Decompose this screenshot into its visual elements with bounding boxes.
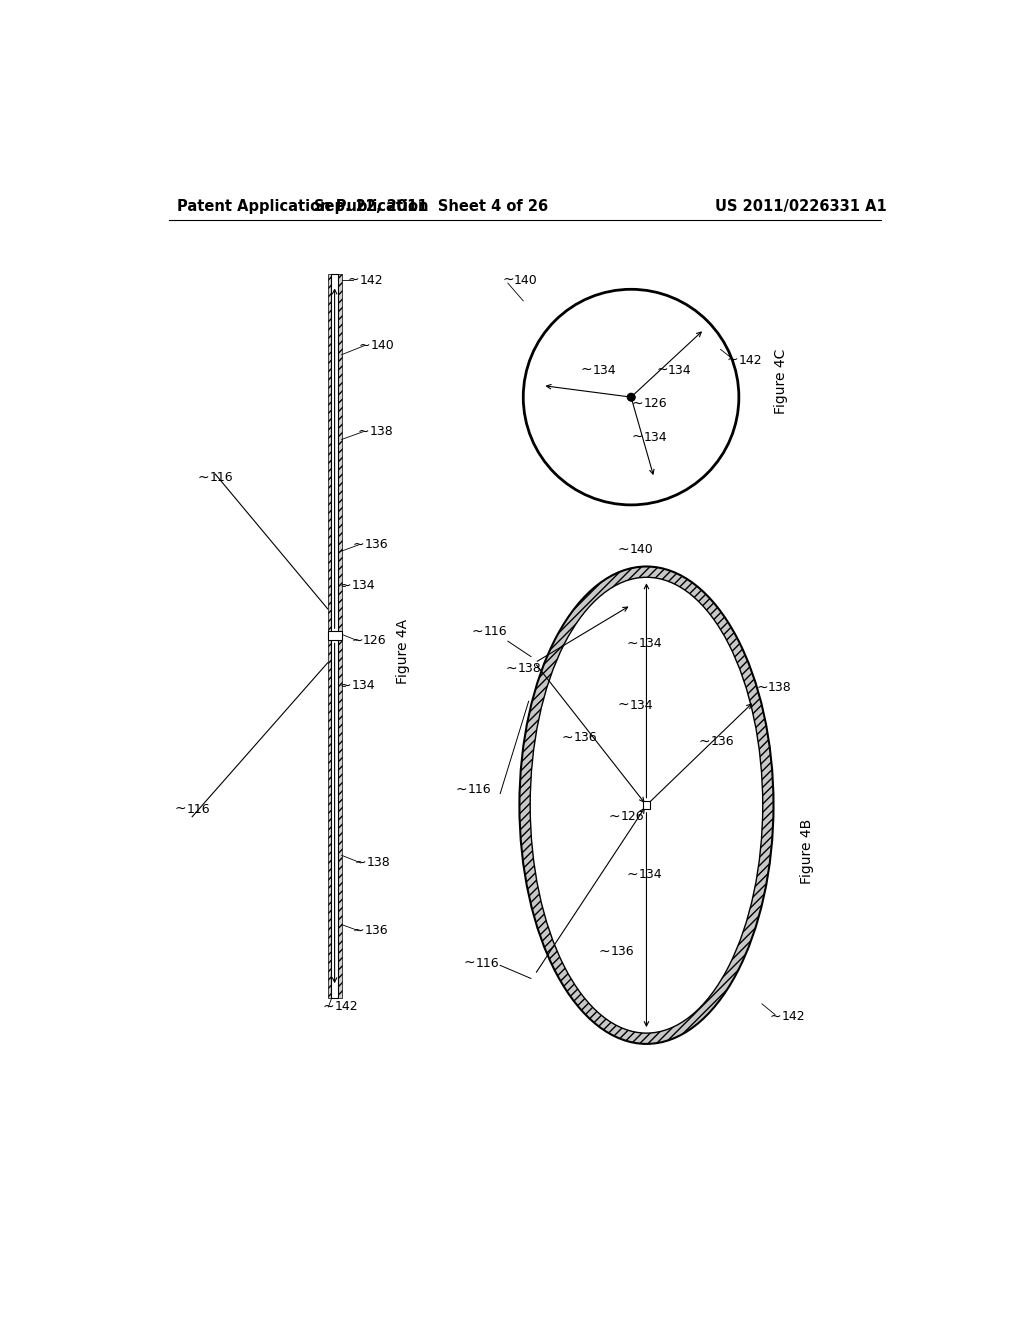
Text: 134: 134: [593, 363, 616, 376]
Text: 142: 142: [360, 273, 384, 286]
Text: 126: 126: [364, 634, 387, 647]
Text: 140: 140: [371, 339, 394, 352]
Text: 138: 138: [370, 425, 393, 438]
Text: ~: ~: [323, 1001, 334, 1014]
Text: ~: ~: [769, 1010, 781, 1024]
Text: ~: ~: [627, 636, 638, 651]
Text: 134: 134: [643, 430, 667, 444]
Text: ~: ~: [464, 956, 475, 970]
Text: ~: ~: [351, 634, 362, 647]
Text: 140: 140: [514, 273, 538, 286]
Text: ~: ~: [340, 578, 351, 593]
Text: Figure 4C: Figure 4C: [773, 348, 787, 414]
Text: 140: 140: [630, 543, 653, 556]
Text: ~: ~: [617, 698, 629, 711]
Text: 134: 134: [639, 638, 663, 649]
Text: ~: ~: [617, 543, 629, 557]
Bar: [331, 275, 339, 998]
Text: 136: 136: [365, 924, 388, 937]
Text: ~: ~: [456, 783, 468, 797]
Text: Figure 4B: Figure 4B: [801, 818, 814, 884]
Bar: [328, 275, 331, 998]
Text: 134: 134: [630, 698, 653, 711]
Text: ~: ~: [357, 425, 369, 438]
Text: ~: ~: [352, 924, 365, 937]
Bar: [643, 801, 650, 809]
Text: Patent Application Publication: Patent Application Publication: [177, 198, 428, 214]
Text: 136: 136: [573, 731, 597, 744]
Text: 136: 136: [711, 735, 734, 748]
Text: ~: ~: [608, 809, 620, 824]
Text: ~: ~: [627, 867, 638, 882]
Text: 116: 116: [475, 957, 499, 970]
Text: ~: ~: [632, 396, 643, 411]
Text: 142: 142: [781, 1010, 805, 1023]
Text: 126: 126: [643, 397, 667, 409]
Text: 136: 136: [365, 539, 388, 552]
Text: 142: 142: [335, 1001, 358, 1014]
Text: 138: 138: [768, 681, 792, 694]
Text: ~: ~: [352, 539, 365, 552]
Text: 134: 134: [639, 869, 663, 880]
Text: 134: 134: [351, 579, 375, 593]
Text: 116: 116: [468, 783, 492, 796]
Text: ~: ~: [698, 734, 710, 748]
Text: ~: ~: [598, 945, 610, 958]
Text: ~: ~: [347, 273, 358, 286]
Text: ~: ~: [581, 363, 592, 378]
Text: ~: ~: [355, 855, 367, 870]
Ellipse shape: [519, 566, 773, 1044]
Text: ~: ~: [198, 471, 210, 484]
Text: ~: ~: [175, 803, 186, 816]
Bar: [339, 275, 342, 998]
Text: 116: 116: [483, 626, 507, 639]
Text: 136: 136: [610, 945, 634, 958]
Text: ~: ~: [656, 363, 668, 378]
Text: ~: ~: [340, 678, 351, 693]
Text: ~: ~: [726, 354, 738, 367]
Text: 138: 138: [518, 663, 542, 676]
Text: 126: 126: [621, 810, 644, 824]
Text: Figure 4A: Figure 4A: [396, 619, 411, 684]
Text: ~: ~: [632, 430, 643, 444]
Text: 116: 116: [210, 471, 233, 484]
Text: ~: ~: [358, 338, 371, 352]
Text: ~: ~: [561, 730, 573, 744]
Text: US 2011/0226331 A1: US 2011/0226331 A1: [715, 198, 887, 214]
Text: 134: 134: [351, 680, 375, 693]
Text: 116: 116: [186, 803, 210, 816]
Text: ~: ~: [471, 624, 483, 639]
Text: ~: ~: [756, 680, 768, 694]
Text: 142: 142: [738, 354, 762, 367]
Text: ~: ~: [506, 661, 517, 676]
Text: 134: 134: [668, 363, 691, 376]
Bar: [328, 631, 342, 640]
Ellipse shape: [530, 577, 763, 1034]
Text: 138: 138: [367, 857, 391, 870]
Text: ~: ~: [502, 273, 514, 286]
Text: Sep. 22, 2011  Sheet 4 of 26: Sep. 22, 2011 Sheet 4 of 26: [313, 198, 548, 214]
